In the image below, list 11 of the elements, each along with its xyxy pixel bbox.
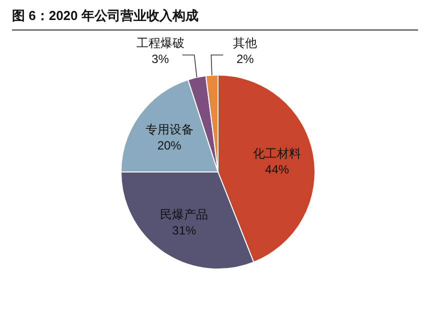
data-label: 20% (157, 138, 182, 153)
chart-title: 图 6：2020 年公司营业收入构成 (12, 8, 198, 23)
slice-label: 专用设备 (145, 122, 194, 137)
data-label: 3% (152, 52, 170, 66)
slice-label: 化工材料 (253, 146, 302, 161)
data-label: 2% (236, 52, 254, 66)
slice-label: 民爆产品 (160, 208, 208, 222)
slice-label: 工程爆破 (136, 36, 184, 50)
slice-label: 其他 (233, 36, 258, 50)
data-label: 31% (172, 224, 197, 238)
data-label: 44% (265, 162, 290, 177)
